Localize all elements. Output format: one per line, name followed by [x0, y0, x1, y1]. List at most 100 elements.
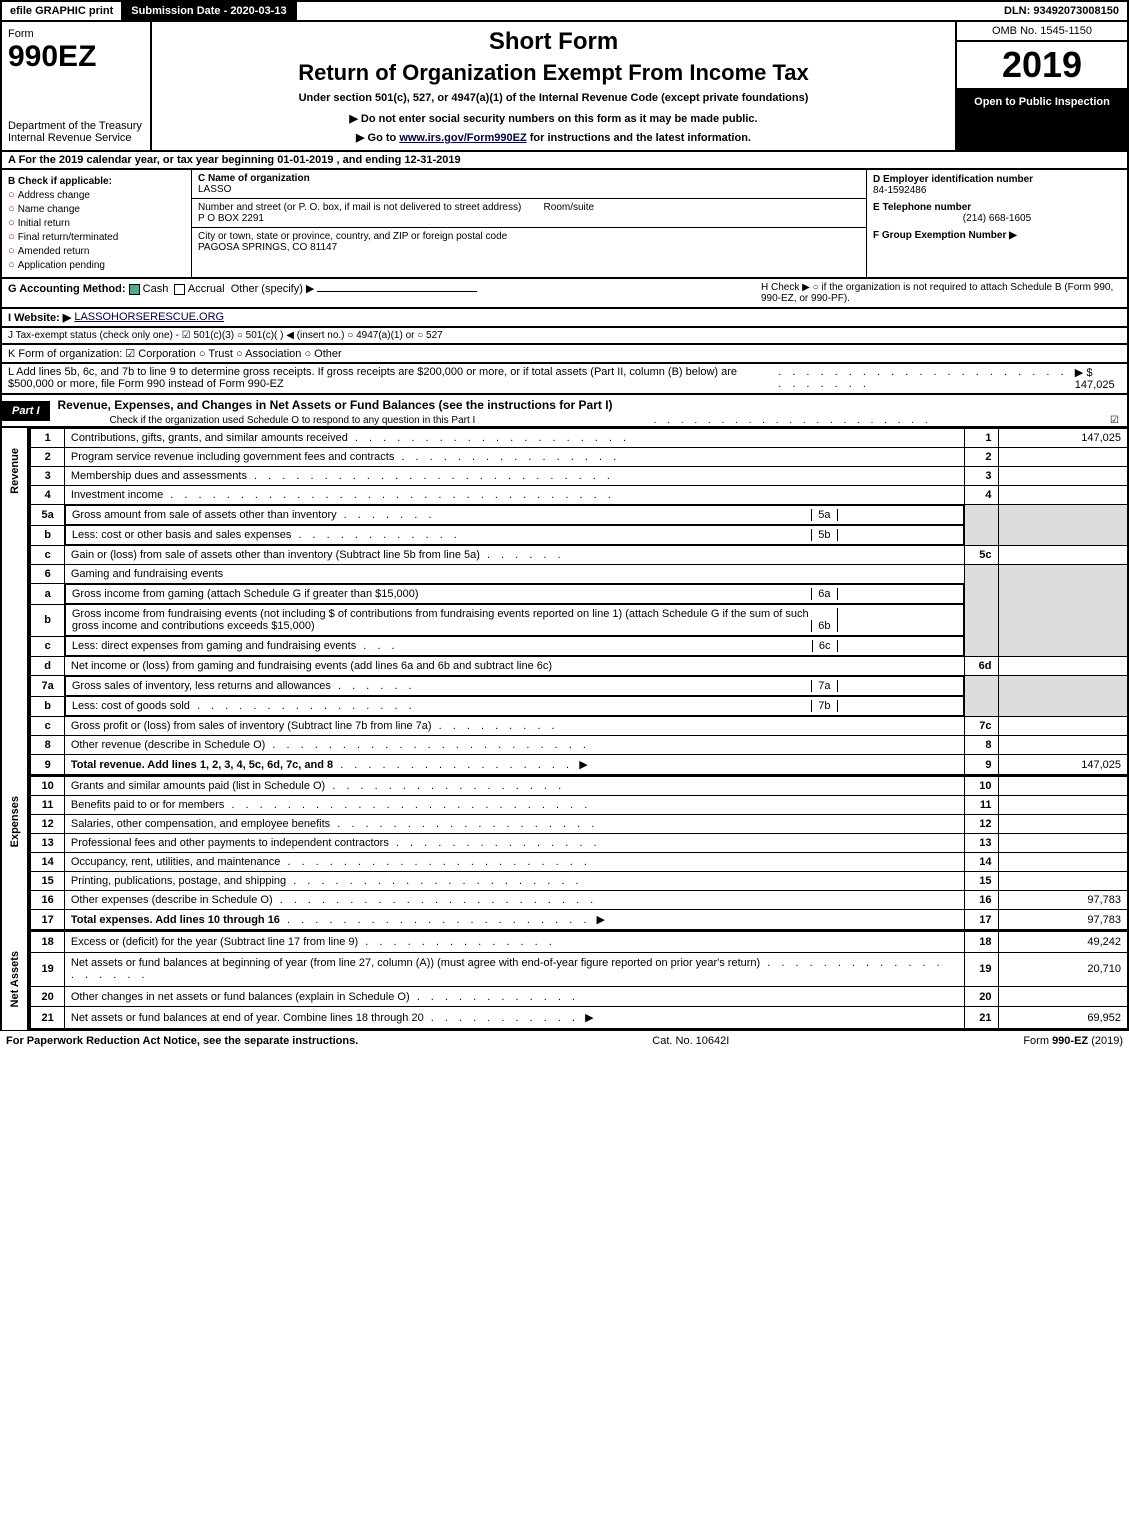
line-6d: dNet income or (loss) from gaming and fu… — [30, 657, 1128, 676]
footer-left: For Paperwork Reduction Act Notice, see … — [6, 1035, 358, 1047]
check-final-return[interactable]: Final return/terminated — [8, 231, 185, 243]
line-6b-input[interactable] — [837, 608, 957, 632]
short-form-title: Short Form — [158, 28, 949, 56]
irs-label: Internal Revenue Service — [8, 132, 144, 144]
line-9: 9Total revenue. Add lines 1, 2, 3, 4, 5c… — [30, 755, 1128, 776]
check-name-change[interactable]: Name change — [8, 203, 185, 215]
line-6a: aGross income from gaming (attach Schedu… — [30, 584, 1128, 605]
row-j: J Tax-exempt status (check only one) - ☑… — [0, 328, 1129, 345]
part-i-tab: Part I — [2, 401, 50, 421]
l-dots: . . . . . . . . . . . . . . . . . . . . … — [778, 366, 1075, 391]
city-value: PAGOSA SPRINGS, CO 81147 — [198, 242, 337, 253]
open-to-public: Open to Public Inspection — [957, 90, 1127, 150]
city-label: City or town, state or province, country… — [198, 231, 507, 242]
net-assets-label: Net Assets — [2, 931, 29, 1030]
return-title: Return of Organization Exempt From Incom… — [158, 60, 949, 86]
row-g: G Accounting Method: Cash Accrual Other … — [8, 282, 761, 304]
street-label: Number and street (or P. O. box, if mail… — [198, 202, 521, 213]
line-15: 15Printing, publications, postage, and s… — [30, 872, 1128, 891]
under-section: Under section 501(c), 527, or 4947(a)(1)… — [158, 92, 949, 104]
g-accrual-check[interactable] — [174, 284, 185, 295]
line-10: 10Grants and similar amounts paid (list … — [30, 777, 1128, 796]
revenue-table: 1Contributions, gifts, grants, and simil… — [29, 428, 1129, 776]
line-6b: bGross income from fundraising events (n… — [30, 604, 1128, 636]
page-footer: For Paperwork Reduction Act Notice, see … — [0, 1030, 1129, 1051]
line-6a-input[interactable] — [837, 588, 957, 600]
room-label: Room/suite — [544, 202, 595, 213]
goto-link[interactable]: www.irs.gov/Form990EZ — [399, 132, 526, 144]
submission-date: Submission Date - 2020-03-13 — [123, 2, 296, 20]
net-assets-table: 18Excess or (deficit) for the year (Subt… — [29, 931, 1129, 1030]
box-b: B Check if applicable: Address change Na… — [2, 170, 192, 277]
line-3: 3Membership dues and assessments . . . .… — [30, 467, 1128, 486]
header-right: OMB No. 1545-1150 2019 Open to Public In… — [957, 22, 1127, 150]
l-amount: ▶ $ 147,025 — [1075, 366, 1121, 391]
check-application-pending[interactable]: Application pending — [8, 259, 185, 271]
row-k: K Form of organization: ☑ Corporation ○ … — [0, 345, 1129, 364]
goto-post: for instructions and the latest informat… — [530, 132, 751, 144]
check-address-change[interactable]: Address change — [8, 189, 185, 201]
footer-center: Cat. No. 10642I — [652, 1035, 729, 1047]
line-5a-input[interactable] — [837, 509, 957, 521]
line-17: 17Total expenses. Add lines 10 through 1… — [30, 910, 1128, 931]
expenses-label: Expenses — [2, 776, 29, 931]
row-l: L Add lines 5b, 6c, and 7b to line 9 to … — [0, 364, 1129, 395]
expenses-table: 10Grants and similar amounts paid (list … — [29, 776, 1129, 931]
line-18: 18Excess or (deficit) for the year (Subt… — [30, 932, 1128, 953]
part-i-dots: . . . . . . . . . . . . . . . . . . . . … — [654, 415, 932, 426]
header-center: Short Form Return of Organization Exempt… — [152, 22, 957, 150]
line-21: 21Net assets or fund balances at end of … — [30, 1007, 1128, 1029]
org-name-row: C Name of organization LASSO — [192, 170, 866, 199]
line-6c-input[interactable] — [837, 640, 957, 652]
spacer — [297, 2, 996, 20]
ein-value: 84-1592486 — [873, 185, 1121, 196]
box-b-header: B Check if applicable: — [8, 176, 185, 187]
goto-line: ▶ Go to www.irs.gov/Form990EZ for instru… — [158, 131, 949, 144]
line-5c: cGain or (loss) from sale of assets othe… — [30, 546, 1128, 565]
line-7a-input[interactable] — [837, 680, 957, 692]
line-1: 1Contributions, gifts, grants, and simil… — [30, 429, 1128, 448]
row-g-h: G Accounting Method: Cash Accrual Other … — [0, 279, 1129, 309]
group-exemption-label: F Group Exemption Number ▶ — [873, 230, 1121, 241]
omb-number: OMB No. 1545-1150 — [957, 22, 1127, 42]
website-link[interactable]: LASSOHORSERESCUE.ORG — [74, 311, 224, 324]
line-14: 14Occupancy, rent, utilities, and mainte… — [30, 853, 1128, 872]
revenue-label: Revenue — [2, 428, 29, 776]
line-5a: 5aGross amount from sale of assets other… — [30, 505, 1128, 526]
line-13: 13Professional fees and other payments t… — [30, 834, 1128, 853]
row-h: H Check ▶ ○ if the organization is not r… — [761, 282, 1121, 304]
g-label: G Accounting Method: — [8, 283, 126, 295]
line-8: 8Other revenue (describe in Schedule O) … — [30, 736, 1128, 755]
g-other: Other (specify) ▶ — [231, 283, 315, 295]
line-5b: bLess: cost or other basis and sales exp… — [30, 525, 1128, 546]
org-info-block: B Check if applicable: Address change Na… — [0, 170, 1129, 279]
line-5b-input[interactable] — [837, 529, 957, 541]
part-i-check[interactable]: ☑ — [1110, 415, 1127, 426]
row-i: I Website: ▶ LASSOHORSERESCUE.ORG — [0, 309, 1129, 328]
revenue-section: Revenue 1Contributions, gifts, grants, a… — [0, 428, 1129, 776]
line-4: 4Investment income . . . . . . . . . . .… — [30, 486, 1128, 505]
part-i-sub: Check if the organization used Schedule … — [110, 415, 476, 426]
check-amended-return[interactable]: Amended return — [8, 245, 185, 257]
efile-print-label[interactable]: efile GRAPHIC print — [2, 2, 123, 20]
line-20: 20Other changes in net assets or fund ba… — [30, 986, 1128, 1007]
org-name-value: LASSO — [198, 184, 231, 195]
line-7b-input[interactable] — [837, 700, 957, 712]
i-label: I Website: ▶ — [8, 311, 71, 324]
street-row: Number and street (or P. O. box, if mail… — [192, 199, 866, 228]
check-initial-return[interactable]: Initial return — [8, 217, 185, 229]
line-11: 11Benefits paid to or for members . . . … — [30, 796, 1128, 815]
line-16: 16Other expenses (describe in Schedule O… — [30, 891, 1128, 910]
part-i-header: Part I Revenue, Expenses, and Changes in… — [0, 395, 1129, 428]
line-6: 6Gaming and fundraising events — [30, 565, 1128, 584]
g-other-line[interactable] — [317, 291, 477, 292]
line-12: 12Salaries, other compensation, and empl… — [30, 815, 1128, 834]
line-2: 2Program service revenue including gover… — [30, 448, 1128, 467]
org-name-label: C Name of organization — [198, 173, 310, 184]
g-accrual: Accrual — [188, 283, 225, 295]
g-cash-check[interactable] — [129, 284, 140, 295]
box-c: C Name of organization LASSO Number and … — [192, 170, 867, 277]
ssn-notice: ▶ Do not enter social security numbers o… — [158, 112, 949, 125]
line-19: 19Net assets or fund balances at beginni… — [30, 952, 1128, 986]
dept-treasury: Department of the Treasury — [8, 120, 144, 132]
